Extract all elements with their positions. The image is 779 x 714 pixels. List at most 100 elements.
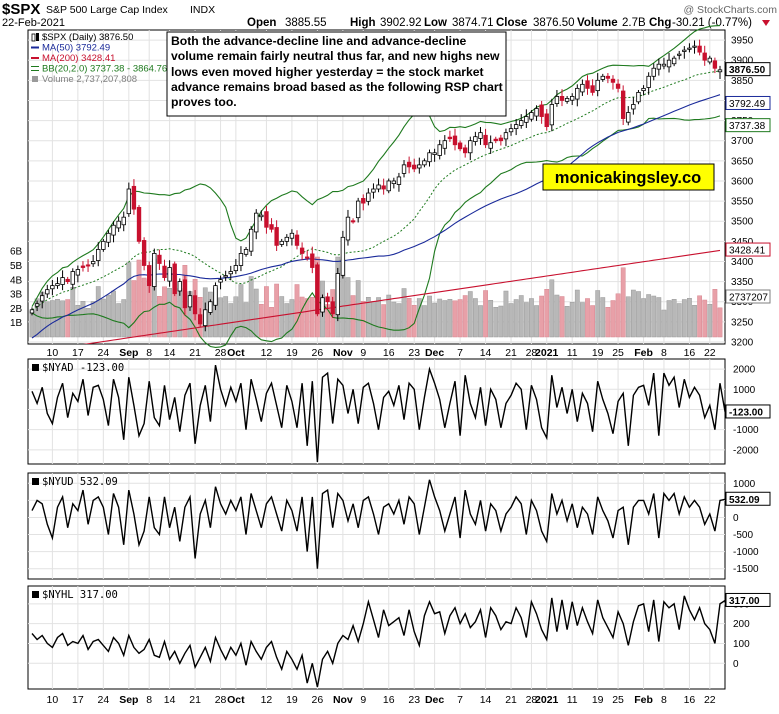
indicator-last-text: -123.00	[729, 407, 763, 418]
price-tick-label: 3900	[731, 56, 754, 67]
volume-bar	[472, 298, 478, 338]
x-tick-label: 24	[98, 347, 110, 359]
volume-bar	[162, 286, 167, 338]
candle-body	[203, 309, 208, 327]
volume-bar	[523, 302, 529, 338]
volume-bar	[681, 299, 687, 338]
candle-body	[60, 277, 65, 285]
candle-body	[152, 253, 157, 287]
volume-bar	[391, 301, 397, 338]
candle-body	[590, 85, 595, 93]
volume-bar	[396, 303, 402, 338]
x-tick-label: 19	[592, 694, 604, 706]
candle-body	[493, 138, 498, 142]
candle-body	[274, 227, 279, 246]
candle-body	[483, 134, 488, 146]
volume-value: 2.7B	[622, 17, 646, 29]
candle-body	[208, 301, 213, 313]
volume-bar	[564, 306, 570, 338]
x-tick-label: 8	[661, 347, 667, 359]
volume-bar	[228, 303, 234, 338]
chart-name: S&P 500 Large Cap Index	[46, 4, 169, 16]
candle-body	[116, 220, 121, 229]
volume-bar	[100, 298, 106, 338]
x-tick-label: 14	[480, 347, 492, 359]
last-value-tag	[725, 95, 771, 110]
x-tick-label: 19	[592, 347, 604, 359]
candle-body	[468, 140, 473, 154]
price-tick-label: 3650	[731, 156, 754, 167]
low-label: Low	[424, 17, 447, 29]
candle-body	[126, 188, 132, 215]
last-value-tag	[725, 118, 771, 133]
price-tick-label: 3850	[731, 76, 754, 87]
volume-bar	[702, 299, 708, 338]
candle-body	[335, 273, 340, 316]
x-tick-label: 28	[526, 347, 538, 359]
volume-bar	[513, 299, 519, 338]
volume-tick-label: 4B	[10, 275, 23, 286]
x-tick-label: 21	[189, 694, 201, 706]
x-tick-label: 16	[684, 347, 696, 359]
candle-body	[162, 265, 167, 278]
volume-bar	[554, 294, 560, 338]
volume-tick-label: 5B	[10, 261, 23, 272]
volume-tick-label: 6B	[10, 247, 23, 258]
x-tick-label: 28	[526, 694, 538, 706]
candle-body	[320, 297, 325, 313]
volume-bar	[717, 307, 723, 338]
volume-bar	[299, 296, 305, 338]
volume-bar	[371, 301, 376, 338]
candle-body	[279, 240, 284, 245]
candle-body	[248, 228, 254, 252]
volume-bar	[274, 283, 280, 338]
candle-body	[666, 59, 672, 68]
x-tick-label: 28	[215, 694, 227, 706]
x-tick-label: Feb	[634, 694, 653, 706]
volume-layer	[29, 256, 723, 338]
x-tick-label: 8	[146, 347, 152, 359]
candle-body	[96, 248, 101, 261]
x-tick-label: Feb	[634, 347, 653, 359]
panel-menu-icon[interactable]	[32, 478, 39, 485]
close-label: Close	[496, 17, 527, 29]
volume-bar	[620, 267, 626, 338]
volume-bar	[534, 305, 539, 338]
volume-bar	[707, 304, 713, 338]
volume-bar	[625, 296, 631, 338]
candle-body	[615, 83, 621, 89]
candle-body	[442, 140, 447, 149]
candle-body	[671, 57, 677, 65]
candle-body	[651, 67, 656, 77]
volume-bar	[483, 290, 488, 338]
candle-body	[631, 104, 636, 110]
indicator-tick-label: -1000	[733, 425, 759, 436]
panel-menu-icon[interactable]	[32, 364, 39, 371]
indicator-tick-label: 0	[733, 659, 739, 670]
volume-bar	[304, 298, 310, 338]
candle-body	[457, 142, 463, 150]
candle-body	[386, 180, 391, 192]
x-tick-label: 17	[72, 694, 84, 706]
candle-body	[238, 253, 244, 266]
candle-body	[697, 45, 702, 53]
volume-bar	[585, 298, 590, 338]
candle-body	[554, 96, 560, 104]
candle-body	[620, 90, 626, 119]
x-tick-label: 19	[286, 694, 298, 706]
candle-body	[717, 69, 723, 73]
x-tick-label: 14	[164, 347, 176, 359]
volume-bar	[641, 298, 646, 338]
price-tick-label: 3250	[731, 317, 754, 328]
candle-icon	[36, 33, 39, 41]
volume-bar	[651, 295, 657, 338]
volume-bar	[646, 294, 652, 338]
x-tick-label: 14	[480, 694, 492, 706]
candle-body	[90, 261, 96, 265]
volume-bar	[590, 305, 595, 338]
candle-body	[508, 128, 514, 133]
candle-body	[595, 79, 600, 92]
volume-bar	[401, 288, 407, 338]
panel-menu-icon[interactable]	[32, 591, 39, 598]
x-tick-label: Nov	[333, 347, 353, 359]
